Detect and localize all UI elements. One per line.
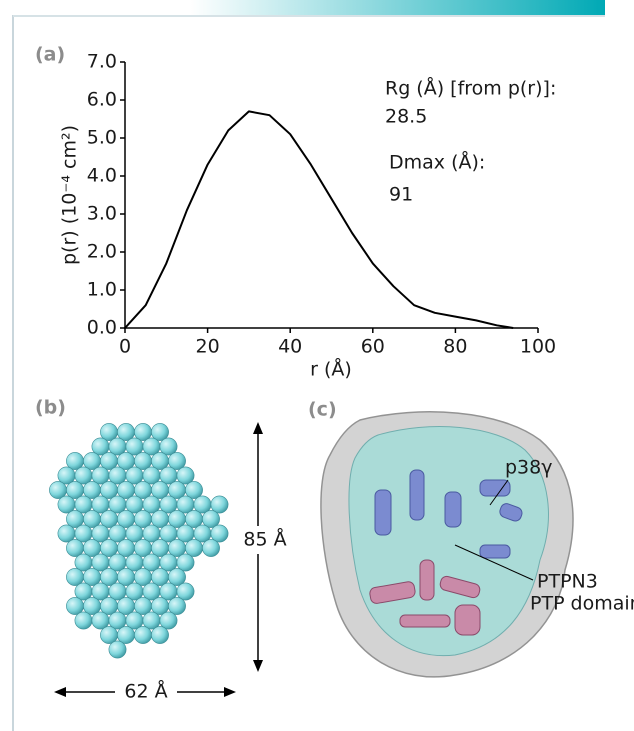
x-tick-label: 100 <box>520 336 556 358</box>
y-tick-label: 3.0 <box>87 203 117 225</box>
bead <box>134 626 152 644</box>
bead <box>176 466 195 485</box>
annotation: 28.5 <box>385 106 427 128</box>
annotation: Rg (Å) [from p(r)]: <box>385 77 556 100</box>
y-axis-label: p(r) (10⁻⁴ cm²) <box>59 125 81 265</box>
data-line <box>124 110 514 329</box>
protein-label: PTP domain <box>530 593 634 615</box>
label-bg <box>115 679 177 705</box>
panel-label: (b) <box>35 397 66 419</box>
bead <box>176 582 195 601</box>
bead <box>74 611 93 630</box>
header-bar <box>190 0 605 15</box>
panel-c: (c) p38γ PTPN3 PTP domain <box>308 399 634 678</box>
annotation: Dmax (Å): <box>389 151 485 174</box>
bead <box>108 640 127 659</box>
bead <box>159 437 178 456</box>
bead <box>159 611 178 630</box>
panel-label: (a) <box>35 44 65 66</box>
x-tick-label: 40 <box>278 336 302 358</box>
bead <box>168 452 186 470</box>
y-tick-label: 0.0 <box>87 317 117 339</box>
annotation: 91 <box>389 184 413 206</box>
x-tick-label: 60 <box>361 336 385 358</box>
leader-line <box>454 544 534 581</box>
label-bg <box>236 526 294 554</box>
x-tick-label: 20 <box>196 336 220 358</box>
bead-model <box>49 423 229 659</box>
panel-b: (b) 85 Å 62 Å <box>35 397 294 705</box>
bead <box>168 568 186 586</box>
dimension-label: 62 Å <box>124 680 167 703</box>
bead <box>151 626 169 644</box>
y-tick-label: 2.0 <box>87 241 117 263</box>
leader-line <box>489 479 509 506</box>
bead <box>202 510 220 528</box>
x-axis-label: r (Å) <box>310 358 352 381</box>
bead <box>210 495 229 514</box>
bead <box>202 539 220 557</box>
p38-helices <box>374 469 523 559</box>
y-tick-label: 6.0 <box>87 89 117 111</box>
bead <box>210 524 229 543</box>
y-tick-label: 5.0 <box>87 127 117 149</box>
x-tick-label: 0 <box>119 336 131 358</box>
bead <box>176 553 195 572</box>
protein-label: p38γ <box>505 457 552 479</box>
chart-a: (a) r (Å) p(r) (10⁻⁴ cm²) Rg (Å) [from p… <box>35 44 556 381</box>
y-tick-label: 4.0 <box>87 165 117 187</box>
bead <box>185 481 203 499</box>
protein-label: PTPN3 <box>537 571 598 593</box>
dimension-label: 85 Å <box>243 528 286 551</box>
y-tick-label: 1.0 <box>87 279 117 301</box>
bead <box>168 597 186 615</box>
y-tick-label: 7.0 <box>87 51 117 73</box>
bead <box>151 423 169 441</box>
panel-label: (c) <box>308 399 337 421</box>
ptp-helices <box>369 559 481 636</box>
x-tick-label: 80 <box>443 336 467 358</box>
